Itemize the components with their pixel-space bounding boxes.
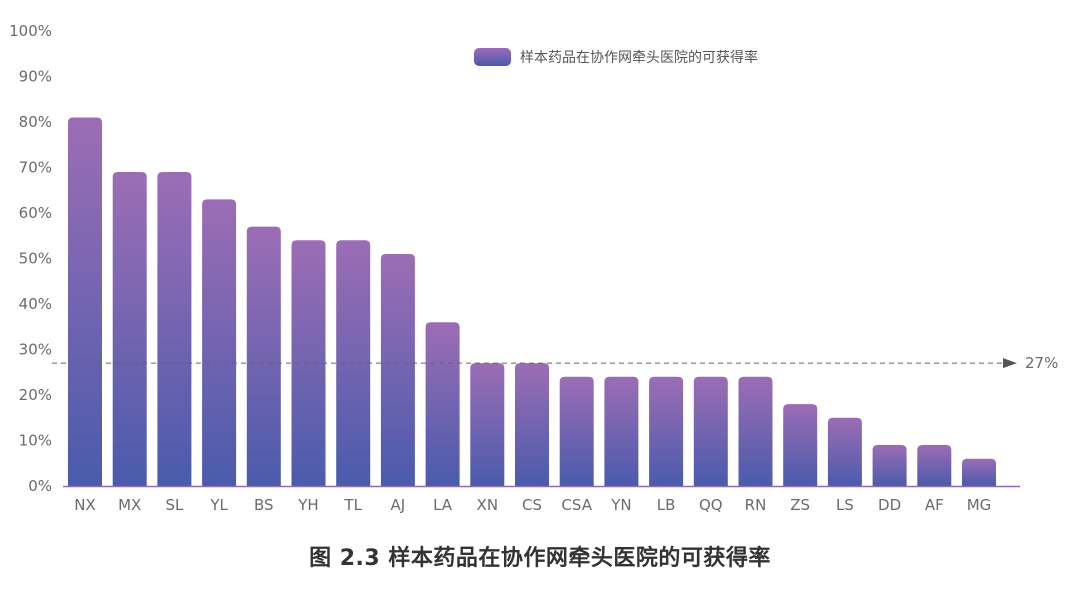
x-axis-tick-labels: NX MX SL YL BS YH TL AJ LA XN CS CSA YN LB QQ RN ZS LS DD A… — [74, 496, 991, 514]
x-tick-label: RN — [745, 496, 767, 514]
bar-rn — [738, 376, 773, 486]
legend: 样本药品在协作网牵头医院的可获得率 — [474, 48, 758, 66]
x-tick-label: CS — [522, 496, 542, 514]
figure-caption: 图 2.3 样本药品在协作网牵头医院的可获得率 — [309, 546, 771, 571]
bar-yl — [202, 199, 237, 486]
x-tick-label: SL — [165, 496, 184, 514]
bar-lb — [649, 376, 684, 486]
x-tick-label: DD — [878, 496, 901, 514]
bar-la — [425, 322, 460, 486]
x-tick-label: MG — [967, 496, 992, 514]
bar-mx — [112, 172, 147, 487]
bar-af — [917, 445, 952, 486]
bar-nx — [68, 117, 102, 486]
bar-sl — [157, 172, 192, 487]
x-tick-label: XN — [477, 496, 499, 514]
x-tick-label: BS — [254, 496, 274, 514]
bar-aj — [380, 253, 415, 486]
x-tick-label: YN — [610, 496, 631, 514]
y-axis-tick-labels: 0% 10% 20% 30% 40% 50% 60% 70% 80% 90% 100% — [9, 22, 52, 495]
x-tick-label: NX — [74, 496, 96, 514]
x-tick-label: YL — [209, 496, 228, 514]
x-tick-label: AF — [925, 496, 944, 514]
bar-xn — [470, 363, 505, 486]
bar-csa — [559, 376, 594, 486]
legend-label: 样本药品在协作网牵头医院的可获得率 — [520, 49, 758, 66]
reference-line-label: 27% — [1025, 354, 1058, 372]
y-tick-label: 90% — [19, 68, 52, 86]
y-tick-label: 80% — [19, 113, 52, 131]
reference-arrow-icon — [1003, 358, 1017, 369]
y-tick-label: 20% — [19, 386, 52, 404]
legend-swatch — [474, 48, 511, 66]
bar-cs — [515, 363, 549, 486]
x-tick-label: MX — [118, 496, 141, 514]
y-tick-label: 100% — [9, 22, 52, 40]
bar-yn — [604, 376, 639, 486]
x-tick-label: ZS — [790, 496, 810, 514]
y-tick-label: 50% — [19, 250, 52, 268]
x-tick-label: AJ — [391, 496, 406, 514]
x-tick-label: CSA — [561, 496, 592, 514]
y-tick-label: 0% — [28, 477, 52, 495]
bar-series — [68, 117, 996, 487]
reference-line-group: 27% — [52, 354, 1058, 372]
y-tick-label: 70% — [19, 159, 52, 177]
bar-qq — [693, 376, 728, 486]
x-tick-label: LA — [433, 496, 453, 514]
bar-zs — [783, 404, 818, 486]
y-tick-label: 40% — [19, 295, 52, 313]
x-tick-label: TL — [343, 496, 362, 514]
y-tick-label: 10% — [19, 432, 52, 450]
bar-dd — [872, 445, 907, 486]
y-tick-label: 60% — [19, 204, 52, 222]
x-tick-label: LB — [657, 496, 676, 514]
x-tick-label: YH — [297, 496, 318, 514]
bar-mg — [962, 458, 996, 486]
x-tick-label: QQ — [699, 496, 723, 514]
bar-ls — [827, 417, 862, 486]
x-tick-label: LS — [836, 496, 854, 514]
bar-bs — [246, 226, 281, 486]
y-tick-label: 30% — [19, 341, 52, 359]
bar-chart: 0% 10% 20% 30% 40% 50% 60% 70% 80% 90% 100% NX MX SL… — [9, 22, 1058, 514]
